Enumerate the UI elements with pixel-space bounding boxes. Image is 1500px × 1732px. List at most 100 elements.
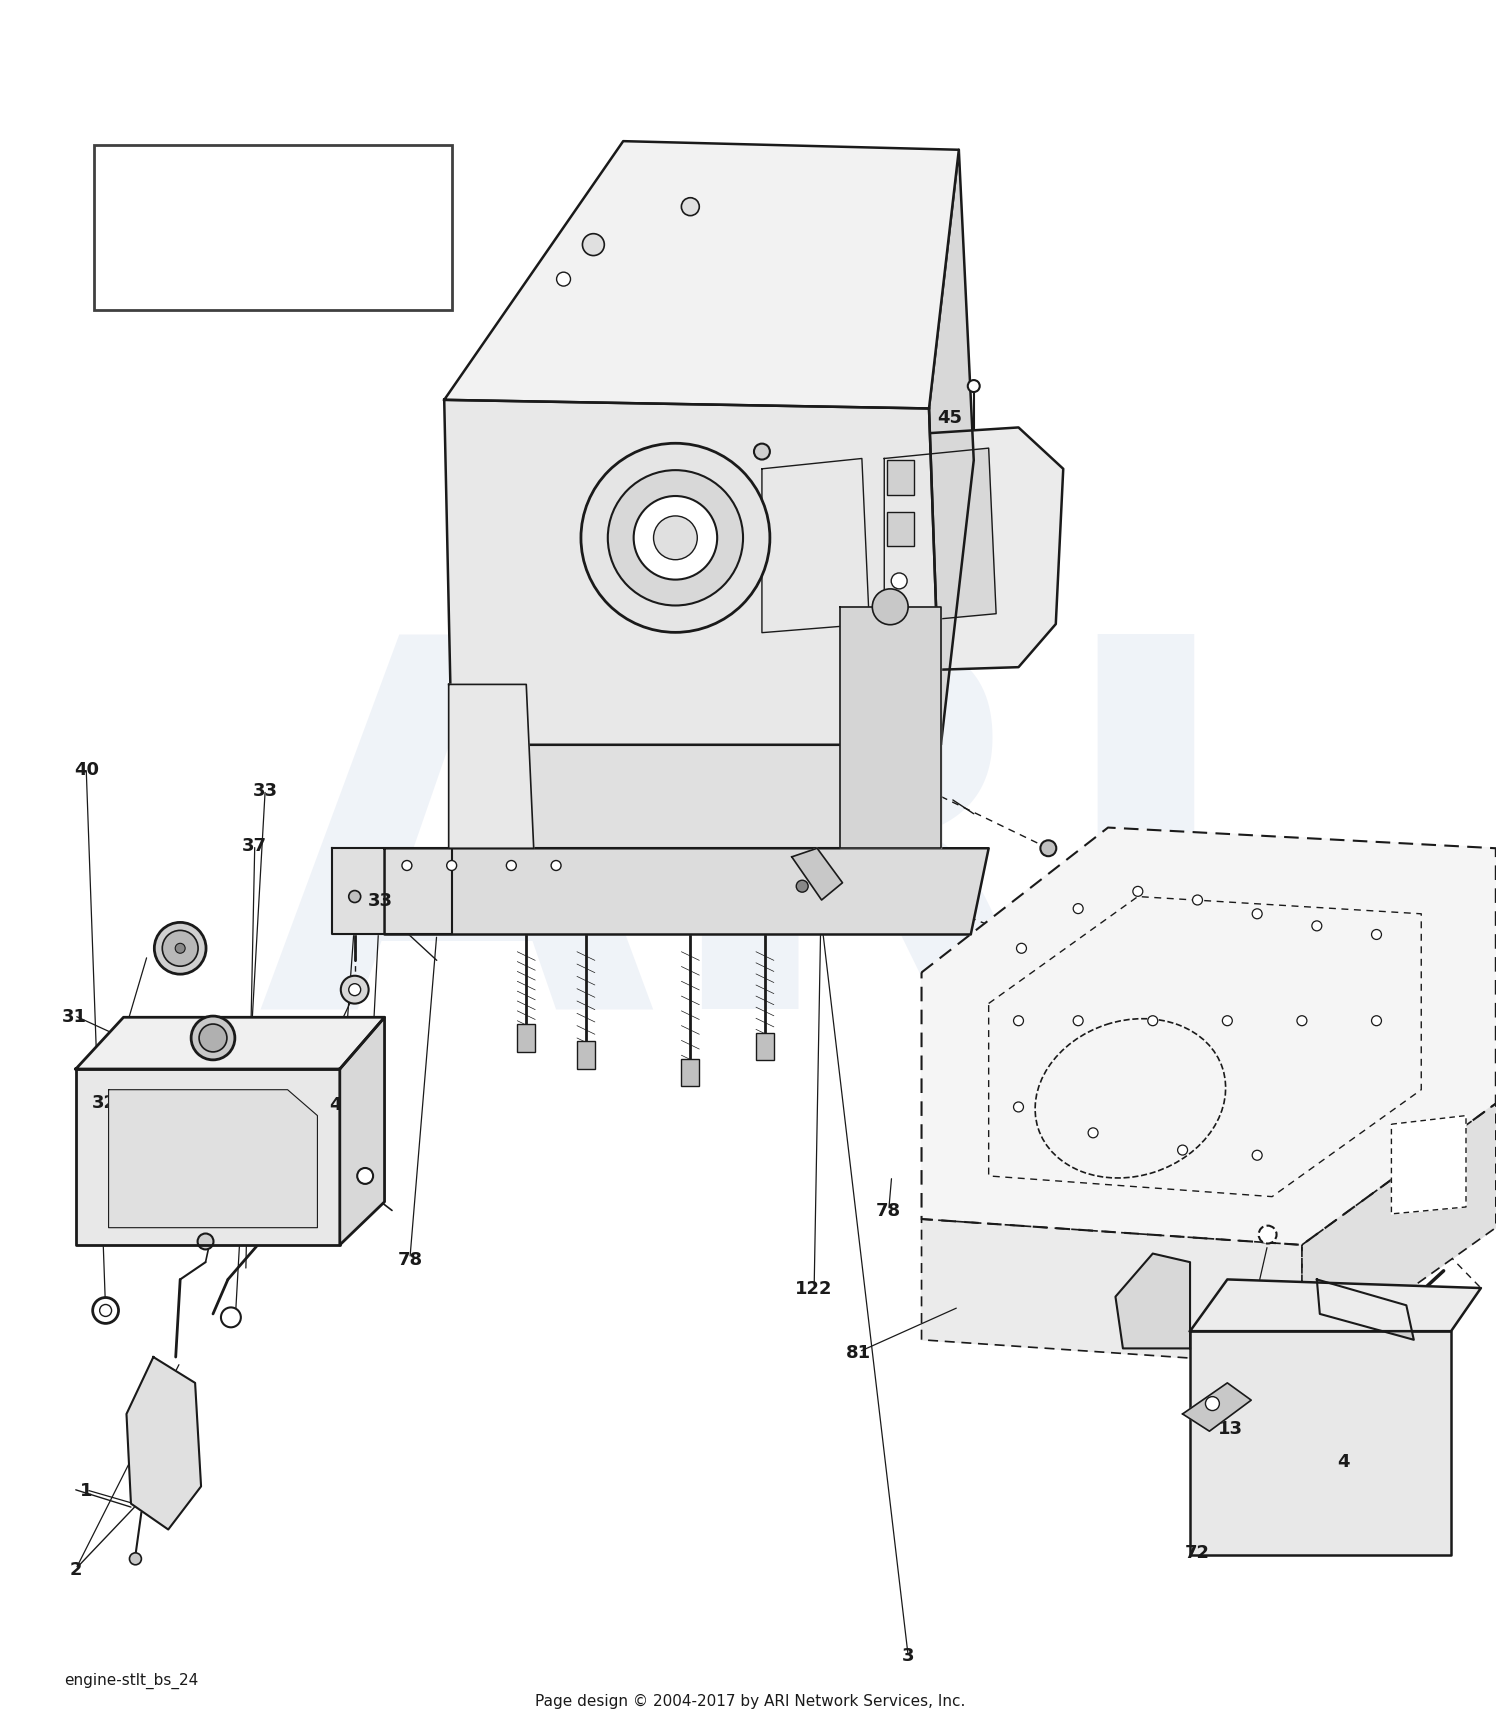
- Circle shape: [873, 589, 907, 625]
- Text: 1: 1: [80, 1481, 93, 1498]
- Polygon shape: [792, 849, 843, 901]
- Circle shape: [357, 1169, 374, 1185]
- Polygon shape: [444, 142, 958, 409]
- Bar: [756, 1034, 774, 1060]
- Circle shape: [507, 861, 516, 871]
- Circle shape: [582, 234, 604, 256]
- Circle shape: [348, 890, 360, 902]
- Polygon shape: [1190, 1332, 1450, 1555]
- Circle shape: [550, 861, 561, 871]
- Bar: [886, 461, 914, 495]
- Circle shape: [1192, 895, 1203, 906]
- FancyBboxPatch shape: [93, 145, 452, 312]
- Circle shape: [1041, 840, 1056, 857]
- Text: 44: 44: [328, 1095, 354, 1114]
- Text: 72: 72: [1185, 1543, 1210, 1561]
- Text: 33: 33: [368, 892, 393, 909]
- Circle shape: [1252, 909, 1262, 920]
- Circle shape: [556, 274, 570, 288]
- Circle shape: [1132, 887, 1143, 897]
- Circle shape: [129, 1554, 141, 1566]
- Text: 122: 122: [795, 1280, 832, 1297]
- Polygon shape: [921, 828, 1496, 1245]
- Circle shape: [608, 471, 742, 606]
- Circle shape: [891, 573, 908, 589]
- Text: 37: 37: [243, 837, 267, 854]
- Text: 46: 46: [316, 1037, 342, 1057]
- Text: OPTIONAL EQUIPMENT: OPTIONAL EQUIPMENT: [148, 189, 396, 208]
- Polygon shape: [108, 1089, 318, 1228]
- Circle shape: [968, 381, 980, 393]
- Circle shape: [447, 861, 456, 871]
- Circle shape: [1206, 1396, 1219, 1412]
- Circle shape: [1222, 1017, 1233, 1025]
- Polygon shape: [1392, 1115, 1466, 1214]
- Polygon shape: [884, 449, 996, 625]
- Polygon shape: [384, 849, 988, 935]
- Circle shape: [340, 977, 369, 1005]
- Polygon shape: [444, 400, 940, 745]
- Circle shape: [1017, 944, 1026, 954]
- Polygon shape: [452, 745, 940, 849]
- Text: 45: 45: [938, 409, 963, 426]
- Bar: [578, 1043, 596, 1069]
- Polygon shape: [708, 428, 1064, 677]
- Text: 111: 111: [594, 750, 632, 767]
- Text: 32: 32: [92, 1093, 117, 1112]
- Polygon shape: [762, 459, 870, 634]
- Polygon shape: [126, 1358, 201, 1529]
- Circle shape: [789, 391, 801, 404]
- Circle shape: [402, 861, 412, 871]
- Polygon shape: [1182, 1384, 1251, 1431]
- Circle shape: [754, 445, 770, 461]
- Text: 81: 81: [846, 1342, 871, 1361]
- Polygon shape: [333, 849, 452, 935]
- Text: 13: 13: [1218, 1419, 1243, 1438]
- Circle shape: [1148, 1017, 1158, 1025]
- Text: 3: 3: [902, 1647, 915, 1664]
- Text: Spark Arrester: Spark Arrester: [198, 253, 348, 270]
- Text: 78: 78: [398, 1251, 423, 1268]
- Circle shape: [93, 1297, 118, 1323]
- Circle shape: [162, 930, 198, 966]
- Polygon shape: [448, 686, 534, 849]
- Circle shape: [1258, 1226, 1276, 1244]
- Text: engine-stlt_bs_24: engine-stlt_bs_24: [64, 1671, 198, 1687]
- Text: 33: 33: [252, 781, 278, 798]
- Text: ARI: ARI: [258, 617, 1242, 1115]
- Text: 4: 4: [1338, 1451, 1350, 1470]
- Circle shape: [796, 880, 808, 892]
- Circle shape: [99, 1304, 111, 1316]
- Circle shape: [190, 1017, 236, 1060]
- Polygon shape: [921, 1219, 1302, 1367]
- Polygon shape: [840, 608, 940, 849]
- Polygon shape: [928, 151, 974, 745]
- Circle shape: [1088, 1128, 1098, 1138]
- Circle shape: [200, 1024, 226, 1053]
- Circle shape: [1014, 1102, 1023, 1112]
- Circle shape: [654, 516, 698, 561]
- Text: Page design © 2004-2017 by ARI Network Services, Inc.: Page design © 2004-2017 by ARI Network S…: [536, 1692, 964, 1708]
- Text: 29: 29: [286, 234, 312, 251]
- Circle shape: [1298, 1017, 1306, 1025]
- Circle shape: [1371, 930, 1382, 940]
- Bar: [681, 1058, 699, 1086]
- Circle shape: [176, 944, 184, 954]
- Circle shape: [154, 923, 206, 975]
- Polygon shape: [1116, 1254, 1190, 1349]
- Circle shape: [1312, 921, 1322, 932]
- Polygon shape: [76, 1069, 340, 1245]
- Circle shape: [220, 1308, 242, 1327]
- Circle shape: [633, 497, 717, 580]
- Circle shape: [1178, 1145, 1188, 1155]
- Circle shape: [348, 984, 360, 996]
- Circle shape: [1252, 1150, 1262, 1160]
- Circle shape: [681, 199, 699, 216]
- Polygon shape: [1317, 1280, 1414, 1341]
- Bar: [886, 513, 914, 547]
- Text: 23: 23: [746, 388, 770, 407]
- Circle shape: [1072, 1017, 1083, 1025]
- Circle shape: [580, 443, 770, 632]
- Text: 2: 2: [69, 1561, 82, 1578]
- Bar: [518, 1025, 536, 1051]
